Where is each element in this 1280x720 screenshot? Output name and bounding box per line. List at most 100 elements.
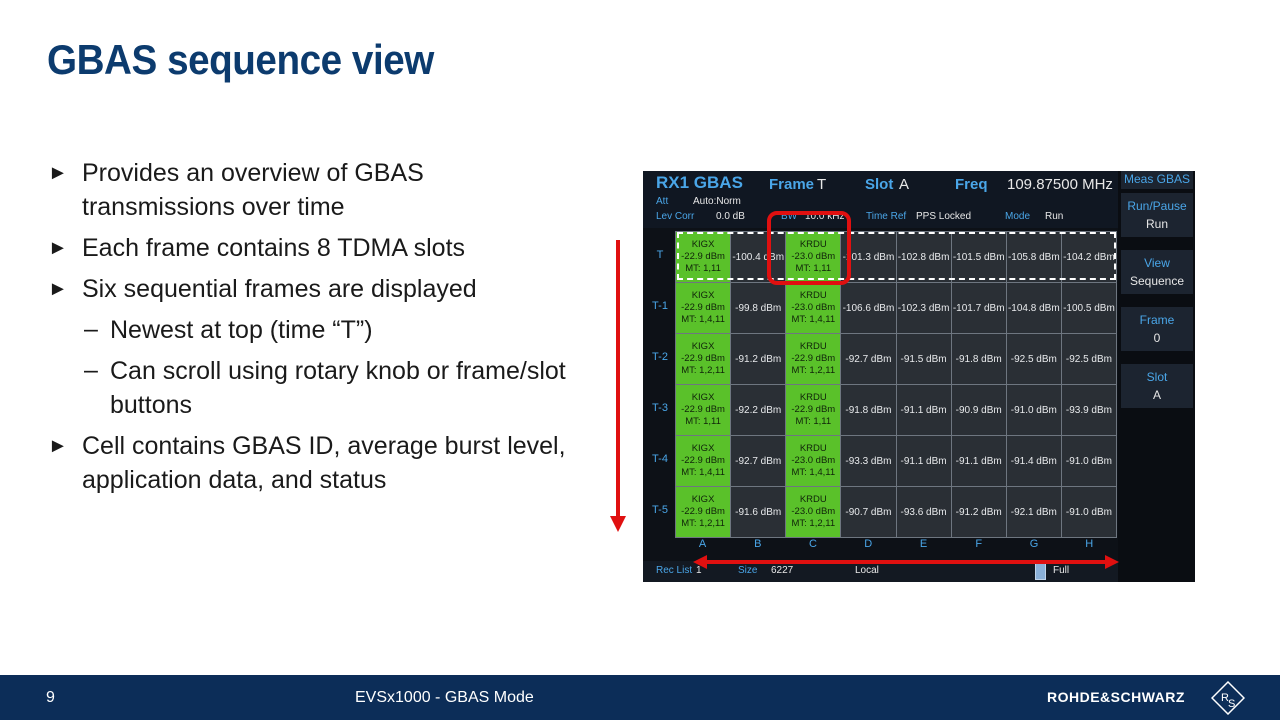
footer-text: EVSx1000 - GBAS Mode (355, 689, 534, 706)
grid-cell[interactable]: KRDU -22.9 dBm MT: 1,2,11 (785, 333, 842, 385)
cell-line: KIGX (691, 239, 715, 250)
timeref-value: PPS Locked (916, 211, 972, 222)
grid-cell[interactable]: KRDU -23.0 dBm MT: 1,2,11 (785, 486, 842, 538)
grid-cell[interactable]: KIGX -22.9 dBm MT: 1,2,11 (674, 486, 732, 538)
cell-line: MT: 1,4,11 (791, 314, 836, 325)
grid-cell[interactable]: -92.7 dBm (840, 333, 897, 385)
grid-cell[interactable]: KRDU -23.0 dBm MT: 1,11 (785, 231, 842, 283)
grid-cell[interactable]: -93.3 dBm (840, 435, 897, 487)
cell-line: MT: 1,4,11 (681, 314, 725, 325)
grid-cell[interactable]: KIGX -22.9 dBm MT: 1,4,11 (674, 282, 732, 334)
slot-label: Slot (865, 176, 894, 193)
att-value: Auto:Norm (693, 196, 741, 207)
grid-cell[interactable]: -91.0 dBm (1060, 486, 1118, 538)
grid-cell[interactable]: -104.8 dBm (1005, 282, 1062, 334)
grid-cell[interactable]: -92.5 dBm (1005, 333, 1062, 385)
instrument-screenshot: RX1 GBAS Frame T Slot A Freq 109.87500 M… (643, 171, 1195, 582)
column-label: F (975, 538, 983, 550)
app-name: RX1 GBAS (656, 173, 743, 192)
grid-cell[interactable]: -99.8 dBm (730, 282, 787, 334)
sequence-grid[interactable]: KIGX -22.9 dBm MT: 1,11 -100.4 dBm KRDU -23.0… (674, 231, 1118, 538)
cell-line: KRDU (799, 341, 827, 352)
bullet-item: ► Each frame contains 8 TDMA slots (48, 231, 568, 265)
column-label: G (1029, 538, 1039, 550)
brand-logo: ROHDE&SCHWARZ (1047, 689, 1185, 705)
grid-cell[interactable]: -90.7 dBm (840, 486, 897, 538)
grid-cell[interactable]: -91.8 dBm (840, 384, 897, 436)
grid-cell[interactable]: -102.3 dBm (895, 282, 952, 334)
cell-line: KIGX (691, 341, 715, 352)
grid-cell[interactable]: -91.1 dBm (895, 384, 952, 436)
grid-cell[interactable]: -106.6 dBm (840, 282, 897, 334)
frame-softkey[interactable]: Frame 0 (1121, 307, 1193, 351)
grid-cell[interactable]: -92.1 dBm (1005, 486, 1062, 538)
grid-cell[interactable]: -101.7 dBm (950, 282, 1007, 334)
grid-row: KIGX -22.9 dBm MT: 1,4,11 -99.8 dBm KRDU -23.… (674, 282, 1118, 334)
grid-cell[interactable]: -93.6 dBm (895, 486, 952, 538)
grid-cell[interactable]: KRDU -23.0 dBm MT: 1,4,11 (785, 435, 842, 487)
storage-location: Local (855, 565, 879, 576)
row-label: T-1 (652, 300, 668, 312)
dash-bullet-icon: – (84, 315, 98, 343)
view-softkey[interactable]: View Sequence (1121, 250, 1193, 294)
grid-cell[interactable]: -104.2 dBm (1060, 231, 1118, 283)
grid-cell[interactable]: -91.0 dBm (1005, 384, 1062, 436)
grid-cell[interactable]: -100.5 dBm (1060, 282, 1118, 334)
cell-line: -23.0 dBm (791, 251, 836, 262)
row-label: T-3 (652, 402, 668, 414)
bullet-text: Newest at top (time “T”) (110, 316, 373, 344)
frame-label: Frame (769, 176, 815, 193)
mode-label: Mode (1005, 211, 1031, 222)
grid-cell[interactable]: -101.5 dBm (950, 231, 1007, 283)
grid-cell[interactable]: -91.2 dBm (950, 486, 1007, 538)
grid-cell[interactable]: KIGX -22.9 dBm MT: 1,4,11 (674, 435, 732, 487)
grid-cell[interactable]: -92.7 dBm (730, 435, 787, 487)
run-pause-softkey[interactable]: Run/Pause Run (1121, 193, 1193, 237)
grid-cell[interactable]: -91.1 dBm (950, 435, 1007, 487)
grid-cell[interactable]: -90.9 dBm (950, 384, 1007, 436)
grid-cell[interactable]: KRDU -22.9 dBm MT: 1,11 (785, 384, 842, 436)
row-label: T (656, 249, 664, 261)
cell-line: KRDU (799, 443, 827, 454)
cell-line: MT: 1,2,11 (791, 518, 836, 529)
grid-cell[interactable]: -91.0 dBm (1060, 435, 1118, 487)
grid-cell[interactable]: -93.9 dBm (1060, 384, 1118, 436)
grid-cell[interactable]: -91.6 dBm (730, 486, 787, 538)
softkey-value: Sequence (1129, 274, 1185, 288)
grid-cell[interactable]: -92.2 dBm (730, 384, 787, 436)
grid-cell[interactable]: -91.5 dBm (895, 333, 952, 385)
cell-line: KRDU (799, 392, 827, 403)
cell-line: -22.9 dBm (681, 506, 725, 517)
cell-line: MT: 1,11 (795, 416, 832, 427)
cell-line: MT: 1,4,11 (791, 467, 836, 478)
bullet-text: Provides an overview of GBAS transmissio… (82, 159, 424, 221)
row-label: T-5 (652, 504, 668, 516)
selected-frame-outline (677, 232, 1116, 280)
svg-text:S: S (1228, 698, 1235, 710)
softkey-value: 0 (1153, 331, 1161, 345)
slot-value: A (899, 176, 910, 193)
grid-cell[interactable]: KIGX -22.9 dBm MT: 1,11 (674, 231, 732, 283)
triangle-bullet-icon: ► (48, 237, 68, 259)
grid-cell[interactable]: -100.4 dBm (730, 231, 787, 283)
grid-row: KIGX -22.9 dBm MT: 1,2,11 -91.6 dBm KRDU -23.… (674, 486, 1118, 538)
softkey-menu-title: Meas GBAS (1121, 171, 1193, 189)
grid-cell[interactable]: KIGX -22.9 dBm MT: 1,11 (674, 384, 732, 436)
slot-softkey[interactable]: Slot A (1121, 364, 1193, 408)
cell-line: KIGX (691, 290, 715, 301)
highlight-box (767, 211, 851, 285)
bw-value: 10.0 kHz (805, 211, 845, 222)
cell-line: -22.9 dBm (681, 404, 725, 415)
grid-cell[interactable]: -91.4 dBm (1005, 435, 1062, 487)
grid-cell[interactable]: KIGX -22.9 dBm MT: 1,2,11 (674, 333, 732, 385)
grid-row: KIGX -22.9 dBm MT: 1,2,11 -91.2 dBm KRDU -22.… (674, 333, 1118, 385)
grid-cell[interactable]: -91.8 dBm (950, 333, 1007, 385)
cell-line: -23.0 dBm (791, 506, 836, 517)
softkey-title: View (1144, 256, 1170, 270)
grid-cell[interactable]: -102.8 dBm (895, 231, 952, 283)
grid-cell[interactable]: -91.2 dBm (730, 333, 787, 385)
grid-cell[interactable]: -92.5 dBm (1060, 333, 1118, 385)
grid-cell[interactable]: KRDU -23.0 dBm MT: 1,4,11 (785, 282, 842, 334)
timeref-label: Time Ref (866, 211, 907, 222)
grid-cell[interactable]: -91.1 dBm (895, 435, 952, 487)
